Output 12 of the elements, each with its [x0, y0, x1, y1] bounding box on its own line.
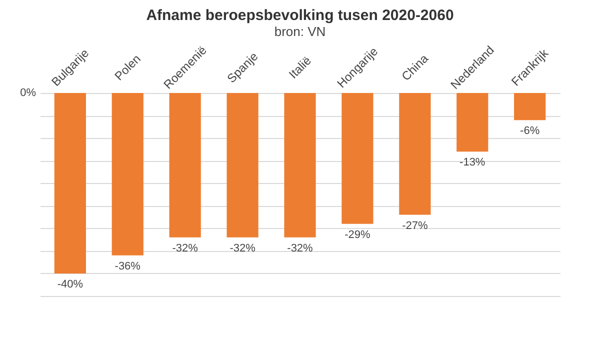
data-label: -32% — [230, 242, 256, 254]
chart-title: Afname beroepsbevolking tusen 2020-2060 — [146, 7, 454, 24]
data-label: -13% — [460, 156, 486, 169]
data-label: -32% — [172, 242, 198, 254]
chart-subtitle: bron: VN — [274, 24, 326, 40]
data-label: -40% — [57, 278, 84, 290]
data-label: -32% — [287, 242, 314, 254]
text: 0% — [20, 87, 36, 99]
data-label: -27% — [402, 220, 428, 232]
data-label: -29% — [344, 228, 371, 241]
data-label: -36% — [114, 260, 141, 272]
data-label: -6% — [520, 125, 540, 138]
